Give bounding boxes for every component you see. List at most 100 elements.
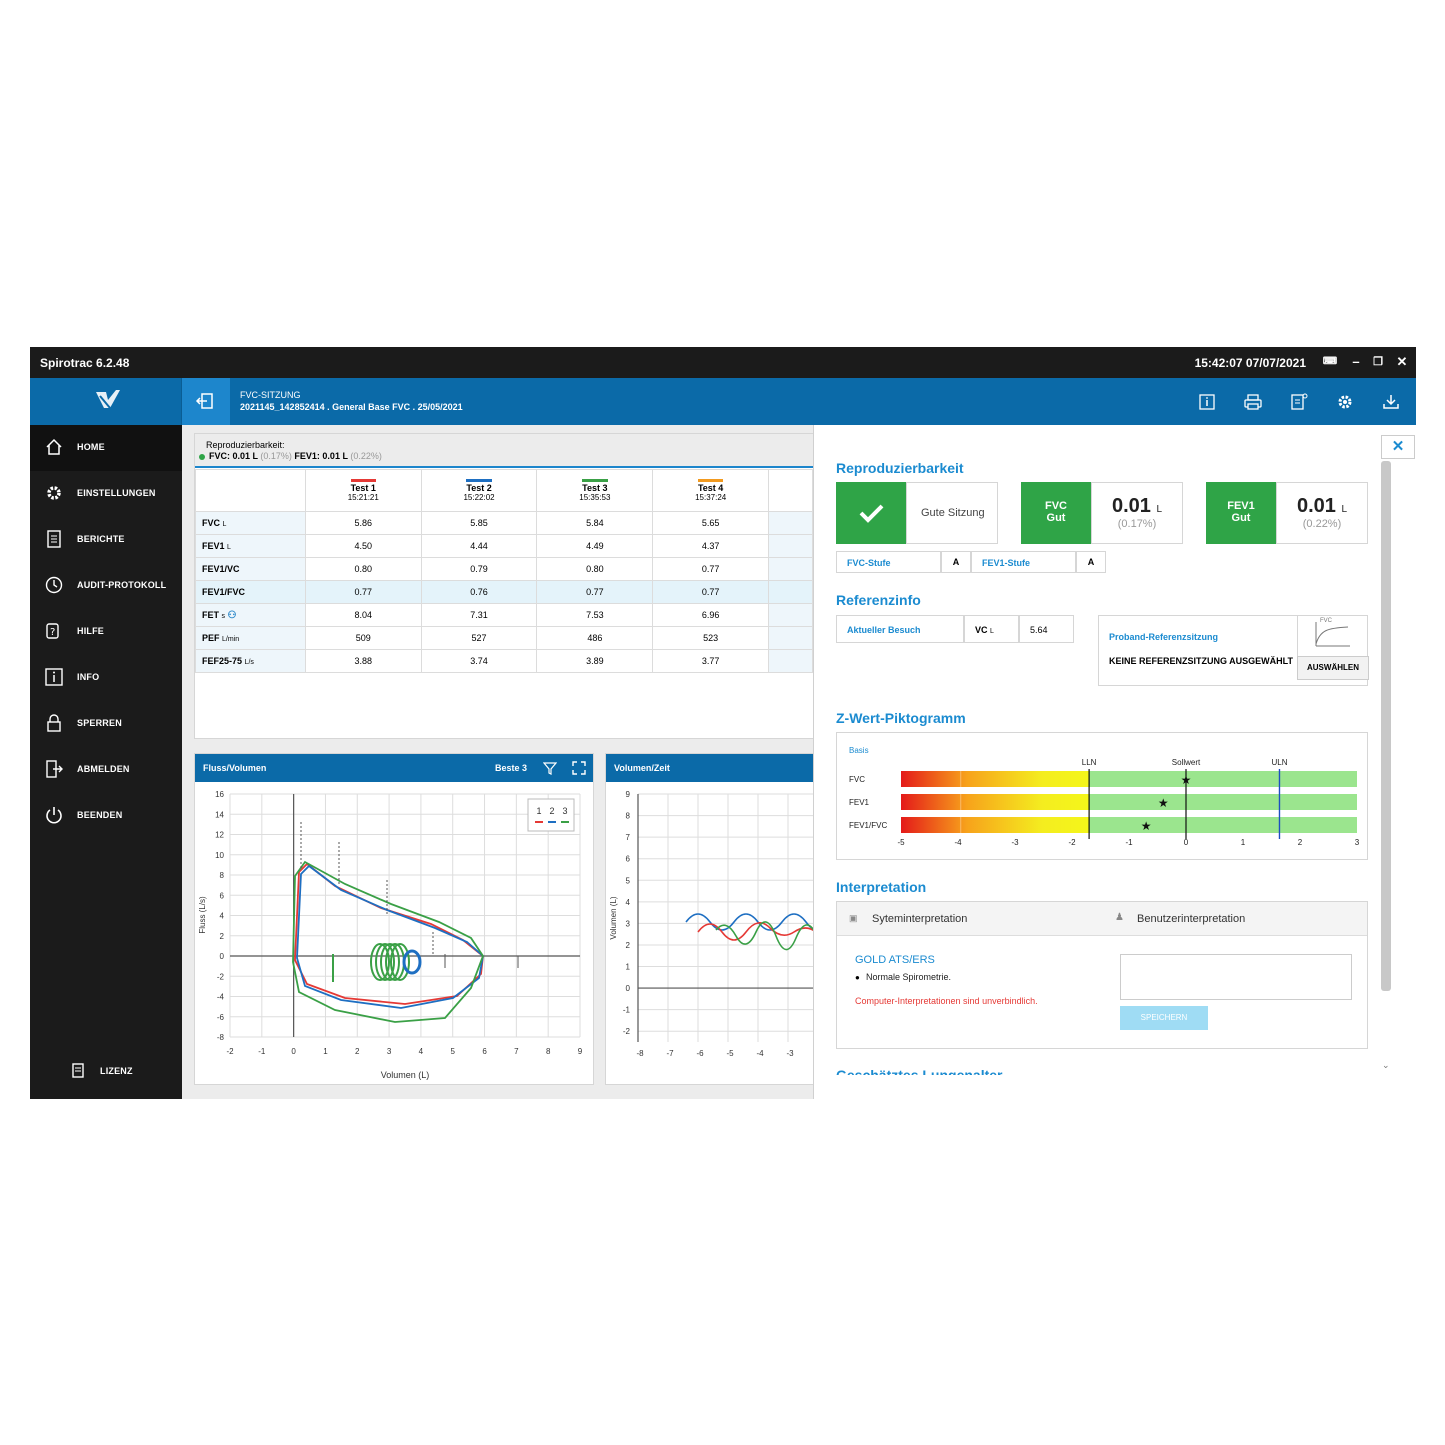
cell: 5.86 (304, 511, 422, 535)
results-panel: Reproduzierbarkeit: FVC: 0.01 L (0.17%) … (194, 433, 815, 739)
cell: 3.88 (304, 649, 422, 673)
y-tick-label: 0 (626, 984, 631, 993)
select-button[interactable]: AUSWÄHLEN (1297, 656, 1369, 680)
tab-user-interpretation[interactable]: Benutzerinterpretation (1137, 913, 1246, 925)
fvc-status-tile: FVC Gut (1021, 482, 1091, 544)
print-icon[interactable] (1243, 392, 1263, 412)
x-tick-label: -4 (756, 1049, 764, 1058)
z-tick-label: 0 (1184, 838, 1189, 847)
table-row[interactable]: FEV1/VC 0.80 0.79 0.80 0.77 (195, 557, 813, 581)
cell: 4.44 (420, 534, 538, 558)
sidebar-item-lock[interactable]: SPERREN (30, 701, 182, 747)
cell: 3.77 (652, 649, 770, 673)
filter-icon[interactable] (543, 761, 557, 775)
sidebar-item-settings[interactable]: EINSTELLUNGEN (30, 471, 182, 517)
user-interpretation-input[interactable] (1120, 954, 1352, 1000)
repro-fev1: FEV1: 0.01 (294, 451, 340, 461)
table-row[interactable]: PEF L/min 509 527 486 523 (195, 626, 813, 650)
sidebar-item-license[interactable]: LIZENZ (30, 1049, 182, 1095)
table-row[interactable]: FEV1 L 4.50 4.44 4.49 4.37 (195, 534, 813, 558)
test-column-header[interactable]: Test 4 15:37:24 (652, 469, 770, 512)
fev1-grade-box: A (1076, 551, 1106, 573)
table-row[interactable]: FET s ⚇ 8.04 7.31 7.53 6.96 (195, 603, 813, 627)
z-tick-label: 2 (1298, 838, 1303, 847)
volume-time-trace (685, 913, 816, 931)
legend-label: 2 (549, 806, 554, 816)
fev1-grade-label-box: FEV1-Stufe (971, 551, 1076, 573)
scroll-down-icon[interactable]: ⌄ (1382, 1060, 1390, 1070)
z-marker-star: ★ (1158, 796, 1169, 810)
x-tick-label: -7 (666, 1049, 674, 1058)
test-column-header[interactable]: Test 3 15:35:53 (536, 469, 654, 512)
repro-fev1-unit: L (342, 451, 348, 461)
clock: 15:42:07 07/07/2021 (1194, 356, 1306, 370)
flow-volume-chart[interactable]: -2 -1 0 1 2 3 4 5 6 7 8 91614121086420-2-4-6-8Volum… (195, 782, 593, 1084)
y-tick-label: -2 (623, 1027, 631, 1036)
test-time: 15:22:02 (463, 493, 495, 502)
y-tick-label: 4 (220, 912, 225, 921)
table-row[interactable]: FEV1/FVC 0.77 0.76 0.77 0.77 (195, 580, 813, 604)
table-row[interactable]: FEF25-75 L/s 3.88 3.74 3.89 3.77 (195, 649, 813, 673)
repro-fvc-pct: (0.17%) (260, 451, 292, 461)
sidebar-item-exit[interactable]: BEENDEN (30, 793, 182, 839)
settings-icon[interactable] (1335, 392, 1355, 412)
download-icon[interactable] (1381, 392, 1401, 412)
cell: 3.74 (420, 649, 538, 673)
session-exit-button[interactable] (182, 378, 230, 425)
app-window: Spirotrac 6.2.48 15:42:07 07/07/2021 ⌨ –… (30, 347, 1416, 1099)
session-type: FVC-SITZUNG (240, 390, 301, 400)
restore-button[interactable]: ❐ (1373, 356, 1383, 368)
test-column-header[interactable]: Test 1 15:21:21 (304, 469, 422, 512)
thumbnail-label: FVC (1320, 618, 1332, 624)
z-tick-label: -5 (897, 838, 905, 847)
z-row-label: FEV1 (849, 798, 870, 807)
save-button[interactable]: SPEICHERN (1120, 1006, 1208, 1030)
lln-label: LLN (1082, 758, 1097, 767)
help-icon: ? (46, 623, 59, 639)
table-row[interactable]: FVC L 5.86 5.85 5.84 5.65 (195, 511, 813, 535)
minimize-button[interactable]: – (1352, 354, 1360, 369)
row-label: FEV1 (202, 541, 225, 551)
sidebar-item-logout[interactable]: ABMELDEN (30, 747, 182, 793)
volume-time-chart[interactable]: 9 8 7 6 5 4 3 2 1 0 -1 -2 -8 -7 -6 -5 -4 -3 Volumen (L) (606, 782, 816, 1084)
y-tick-label: 8 (626, 812, 631, 821)
sidebar-item-audit[interactable]: AUDIT-PROTOKOLL (30, 563, 182, 609)
person-icon[interactable]: ⚇ (227, 609, 237, 621)
fev1-grade-label: FEV1-Stufe (982, 558, 1031, 568)
app-header: FVC-SITZUNG 2021145_142852414 . General … (30, 378, 1416, 425)
sidebar-item-help[interactable]: ? HILFE (30, 609, 182, 655)
cell: 0.77 (536, 580, 654, 604)
sidebar-item-reports[interactable]: BERICHTE (30, 517, 182, 563)
y-tick-label: 1 (626, 963, 631, 972)
y-tick-label: -1 (623, 1006, 631, 1015)
x-tick-label: -2 (226, 1047, 234, 1056)
sidebar-item-info[interactable]: INFO (30, 655, 182, 701)
lock-icon (47, 714, 61, 732)
cell: 0.76 (420, 580, 538, 604)
close-panel-button[interactable]: ✕ (1381, 435, 1415, 459)
bullet-icon: ● (855, 973, 860, 982)
keyboard-icon[interactable]: ⌨ (1322, 356, 1338, 367)
lung-age-heading: Geschätztes Lungenalter (836, 1067, 1003, 1075)
y-tick-label: 0 (220, 952, 225, 961)
expand-icon[interactable] (572, 761, 586, 775)
sidebar-item-label: ABMELDEN (77, 764, 130, 774)
info-icon[interactable] (1197, 392, 1217, 412)
close-window-button[interactable]: ✕ (1396, 354, 1408, 369)
best-selector[interactable]: Beste 3 (495, 763, 528, 773)
sidebar-item-home[interactable]: HOME (30, 425, 182, 471)
legend-label: 3 (562, 806, 567, 816)
cell: 0.79 (420, 557, 538, 581)
z-bar-normal (1089, 817, 1357, 833)
row-label: FEV1/FVC (202, 587, 246, 597)
cell: 4.49 (536, 534, 654, 558)
report-edit-icon[interactable] (1289, 392, 1309, 412)
fvc-status: Gut (1046, 512, 1066, 524)
scrollbar[interactable] (1381, 461, 1391, 991)
proband-reference-box: Proband-Referenzsitzung KEINE REFERENZSI… (1098, 615, 1369, 686)
y-tick-label: 9 (626, 790, 631, 799)
x-tick-label: 9 (578, 1047, 583, 1056)
tab-system-interpretation[interactable]: Syteminterpretation (872, 913, 968, 925)
fvc-label: FVC (1045, 500, 1067, 512)
test-column-header[interactable]: Test 2 15:22:02 (420, 469, 538, 512)
